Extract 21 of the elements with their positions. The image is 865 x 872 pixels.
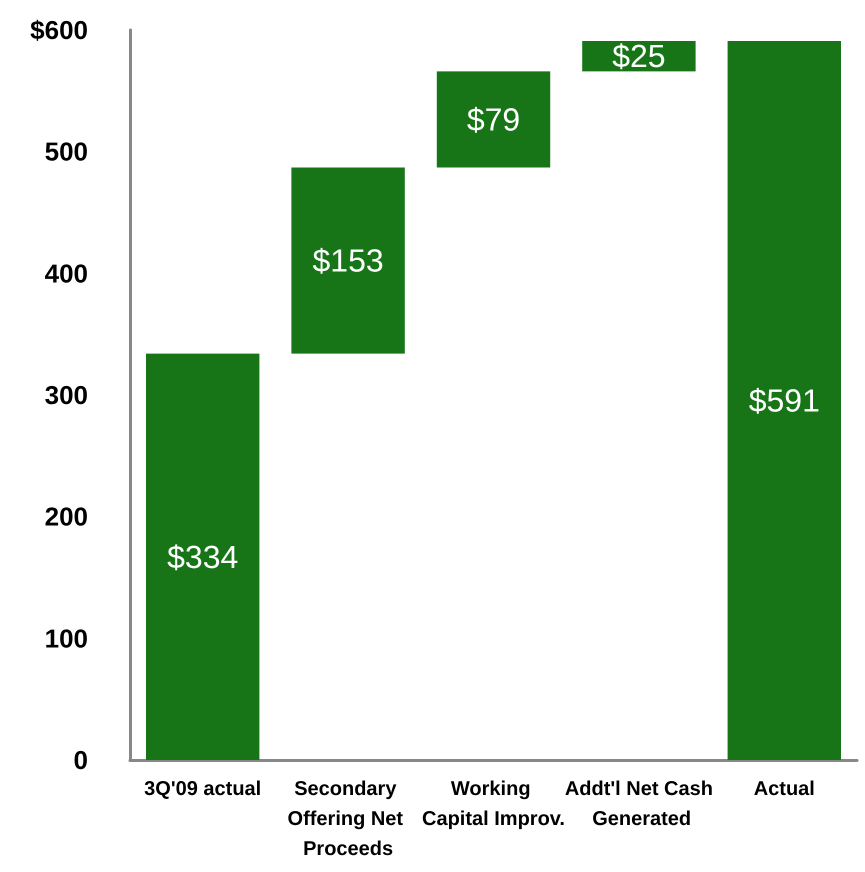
y-tick-label: $600 [30, 15, 88, 45]
y-tick-label: 100 [44, 623, 88, 654]
data-label: $591 [748, 382, 820, 418]
bar [436, 71, 550, 168]
bar [728, 40, 842, 760]
y-tick-label: 0 [74, 745, 88, 775]
x-tick-label: Secondary Offering Net Proceeds [288, 778, 409, 860]
y-tick-label: 200 [44, 502, 88, 532]
x-tick-label: Working Capital Improv. [422, 778, 565, 830]
bar [291, 167, 405, 354]
data-label: $153 [312, 242, 384, 279]
bar [146, 354, 260, 760]
y-tick-label: 400 [44, 258, 88, 288]
x-tick-label: Addt'l Net Cash Generated [564, 778, 713, 830]
x-tick-label: Actual [754, 778, 815, 800]
y-tick-label: 300 [44, 380, 88, 410]
data-label: $79 [466, 101, 520, 138]
x-tick-label: 3Q'09 actual [144, 778, 262, 800]
y-tick-label: 500 [44, 136, 88, 167]
data-label: $25 [612, 38, 666, 74]
data-label: $334 [167, 538, 238, 575]
